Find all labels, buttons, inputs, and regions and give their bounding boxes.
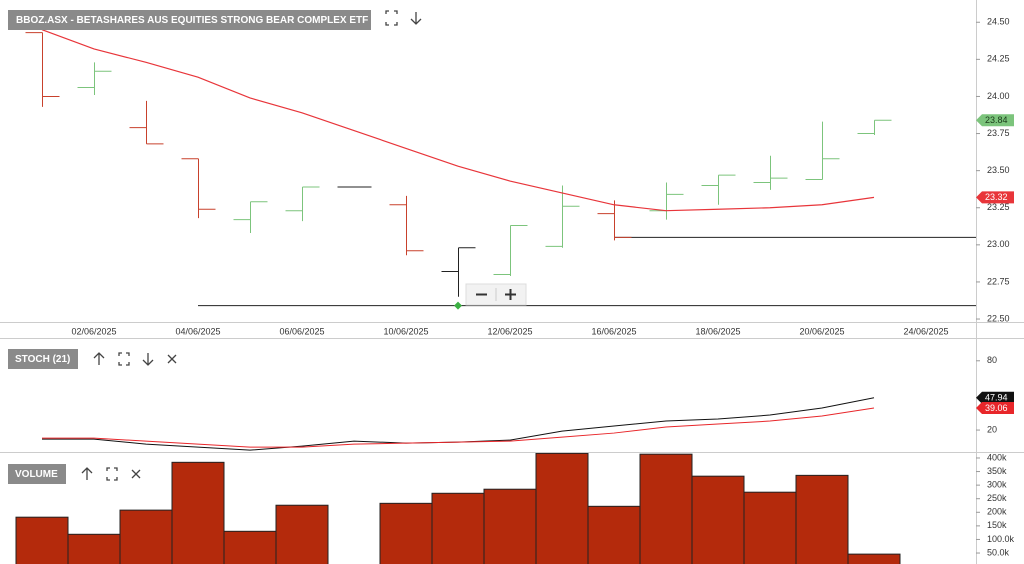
y-tick-label: 23.50 bbox=[987, 165, 1010, 175]
volume-bar bbox=[535, 453, 589, 564]
y-tick-label: 350k bbox=[987, 466, 1007, 476]
volume-bar bbox=[743, 491, 797, 564]
y-tick-label: 22.50 bbox=[987, 313, 1010, 323]
x-tick-label: 10/06/2025 bbox=[383, 326, 428, 336]
plot-layer: 24.50 24.25 24.00 23.75 23.50 23.25 23.00 22.75… bbox=[15, 17, 1015, 564]
y-tick-label: 23.75 bbox=[987, 128, 1010, 138]
volume-header: VOLUME bbox=[8, 464, 141, 484]
y-tick-label: 24.25 bbox=[987, 54, 1010, 64]
value-tag bbox=[976, 114, 1014, 127]
y-tick-label: 80 bbox=[987, 355, 997, 365]
volume-plot bbox=[15, 453, 901, 564]
volume-bar bbox=[847, 553, 901, 564]
volume-bar bbox=[639, 453, 693, 564]
volume-bar bbox=[431, 492, 485, 564]
moving-average bbox=[41, 29, 875, 212]
volume-bar bbox=[379, 502, 433, 564]
x-tick-label: 06/06/2025 bbox=[279, 326, 324, 336]
x-tick-label: 04/06/2025 bbox=[175, 326, 220, 336]
value-tag-label: 23.32 bbox=[985, 192, 1008, 202]
y-tick-label: 24.50 bbox=[987, 17, 1010, 27]
volume-bar bbox=[587, 505, 641, 564]
x-tick-label: 24/06/2025 bbox=[903, 326, 948, 336]
volume-title: VOLUME bbox=[15, 469, 58, 480]
signal-marker bbox=[454, 301, 462, 310]
volume-bar bbox=[691, 475, 745, 564]
zoom-control bbox=[465, 283, 527, 306]
volume-bar bbox=[119, 509, 173, 564]
volume-bar bbox=[795, 474, 849, 564]
y-tick-label: 100.0k bbox=[987, 534, 1015, 544]
value-tag bbox=[976, 191, 1014, 204]
y-tick-label: 200k bbox=[987, 507, 1007, 517]
value-tag-label: 47.94 bbox=[985, 393, 1008, 403]
y-tick-label: 22.75 bbox=[987, 276, 1010, 286]
y-tick-label: 150k bbox=[987, 520, 1007, 530]
stoch-header: STOCH (21) bbox=[8, 349, 177, 369]
title-box bbox=[8, 349, 78, 369]
close-button[interactable] bbox=[167, 354, 177, 364]
y-tick-label: 23.25 bbox=[987, 202, 1010, 212]
x-tick-label: 20/06/2025 bbox=[799, 326, 844, 336]
x-tick-label: 18/06/2025 bbox=[695, 326, 740, 336]
volume-bar bbox=[223, 530, 277, 564]
title-box bbox=[8, 464, 66, 484]
stoch-line bbox=[42, 407, 875, 448]
y-tick-label: 50.0k bbox=[987, 547, 1010, 557]
expand-button[interactable] bbox=[118, 352, 130, 366]
y-tick-label: 300k bbox=[987, 480, 1007, 490]
y-tick-label: 20 bbox=[987, 424, 997, 434]
stoch-title: STOCH (21) bbox=[15, 354, 70, 365]
up-button[interactable] bbox=[93, 352, 105, 365]
volume-bar bbox=[483, 488, 537, 564]
price-header: BBOZ.ASX - BETASHARES AUS EQUITIES STRON… bbox=[8, 10, 422, 30]
volume-bar bbox=[275, 504, 329, 564]
price-plot bbox=[25, 29, 976, 307]
expand-button[interactable] bbox=[106, 467, 118, 481]
value-tag bbox=[976, 402, 1014, 415]
x-tick-label: 02/06/2025 bbox=[71, 326, 116, 336]
y-tick-label: 24.00 bbox=[987, 91, 1010, 101]
up-button[interactable] bbox=[81, 467, 93, 480]
expand-button[interactable] bbox=[385, 10, 398, 26]
y-tick-label: 23.00 bbox=[987, 239, 1010, 249]
title-box bbox=[8, 10, 371, 30]
down-button[interactable] bbox=[142, 353, 154, 366]
value-tag-label: 23.84 bbox=[985, 115, 1008, 125]
zoom-in[interactable] bbox=[505, 289, 516, 300]
down-button[interactable] bbox=[410, 12, 422, 25]
chart-title: BBOZ.ASX - BETASHARES AUS EQUITIES STRON… bbox=[16, 15, 368, 26]
volume-bar bbox=[15, 516, 69, 564]
volume-bar bbox=[171, 461, 225, 564]
y-tick-label: 250k bbox=[987, 493, 1007, 503]
close-button[interactable] bbox=[131, 469, 141, 479]
y-tick-label: 400k bbox=[987, 452, 1007, 462]
value-tag-label: 39.06 bbox=[985, 403, 1008, 413]
volume-bar bbox=[67, 533, 121, 564]
x-tick-label: 12/06/2025 bbox=[487, 326, 532, 336]
value-tag bbox=[976, 391, 1014, 404]
x-tick-label: 16/06/2025 bbox=[591, 326, 636, 336]
